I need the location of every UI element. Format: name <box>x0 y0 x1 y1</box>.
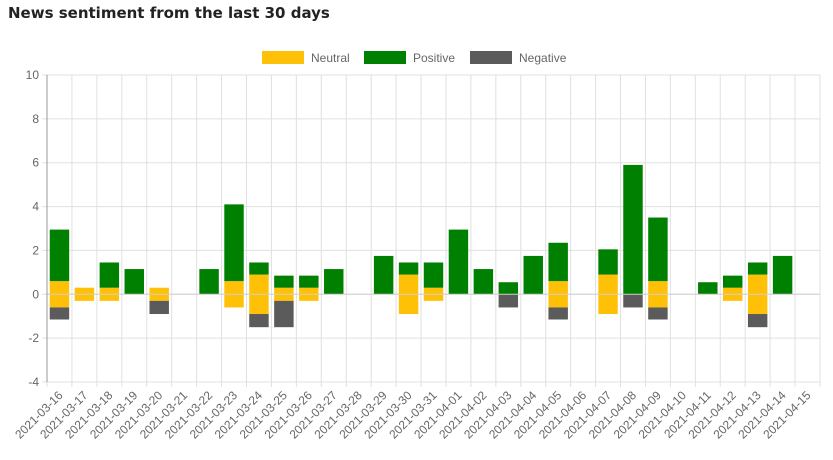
bar-positive <box>723 275 743 288</box>
bar-negative <box>623 294 643 308</box>
bar-positive <box>299 275 319 288</box>
bar-negative <box>648 307 668 320</box>
y-tick-label: 2 <box>32 243 39 257</box>
bar-positive <box>523 255 543 295</box>
grid-lines <box>42 74 821 387</box>
y-tick-label: 0 <box>32 287 39 301</box>
y-tick-label: 8 <box>32 112 39 126</box>
y-tick-label: 6 <box>32 156 39 170</box>
bar-negative <box>49 307 70 320</box>
legend-swatch <box>364 51 406 64</box>
bar-positive <box>598 249 618 275</box>
bar-positive <box>498 282 519 295</box>
axes <box>46 75 820 382</box>
legend-label: Negative <box>519 51 567 65</box>
y-tick-labels: 10 8 6 4 2 0 -2 -4 <box>26 68 40 389</box>
bar-positive <box>124 269 144 295</box>
legend-swatch <box>262 51 304 64</box>
bar-positive <box>274 275 294 288</box>
y-tick-label: -4 <box>28 375 39 389</box>
bar-positive <box>373 255 394 295</box>
bar-positive <box>623 164 643 295</box>
bar-positive <box>548 242 568 282</box>
x-tick-labels: 2021-03-162021-03-172021-03-182021-03-19… <box>12 388 814 442</box>
bar-positive <box>99 262 120 288</box>
bar-positive <box>199 269 219 295</box>
y-tick-label: 10 <box>26 68 40 82</box>
bar-negative <box>249 314 269 328</box>
bar-positive <box>249 262 269 275</box>
legend-item-negative[interactable]: Negative <box>470 51 567 65</box>
legend-item-neutral[interactable]: Neutral <box>262 51 350 65</box>
bar-positive <box>324 269 344 295</box>
bar-positive <box>448 229 469 295</box>
bar-positive <box>423 262 444 288</box>
legend-swatch <box>470 51 512 64</box>
bar-positive <box>648 217 668 282</box>
bar-positive <box>747 262 768 275</box>
y-tick-label: 4 <box>32 200 39 214</box>
bar-positive <box>772 255 793 295</box>
bar-positive <box>698 282 718 295</box>
bar-negative <box>498 294 519 308</box>
bar-negative <box>274 300 294 328</box>
chart-title: News sentiment from the last 30 days <box>8 4 330 22</box>
bar-positive <box>224 204 244 282</box>
legend-item-positive[interactable]: Positive <box>364 51 455 65</box>
legend-label: Positive <box>413 51 455 65</box>
bar-negative <box>548 307 568 320</box>
bar-negative <box>747 314 768 328</box>
bar-positive <box>49 229 70 282</box>
y-tick-label: -2 <box>28 331 39 345</box>
bar-positive <box>398 262 419 275</box>
bars <box>49 164 793 328</box>
bar-negative <box>149 300 169 315</box>
bar-positive <box>473 269 494 295</box>
legend-label: Neutral <box>311 51 350 65</box>
legend[interactable]: Neutral Positive Negative <box>262 51 567 65</box>
